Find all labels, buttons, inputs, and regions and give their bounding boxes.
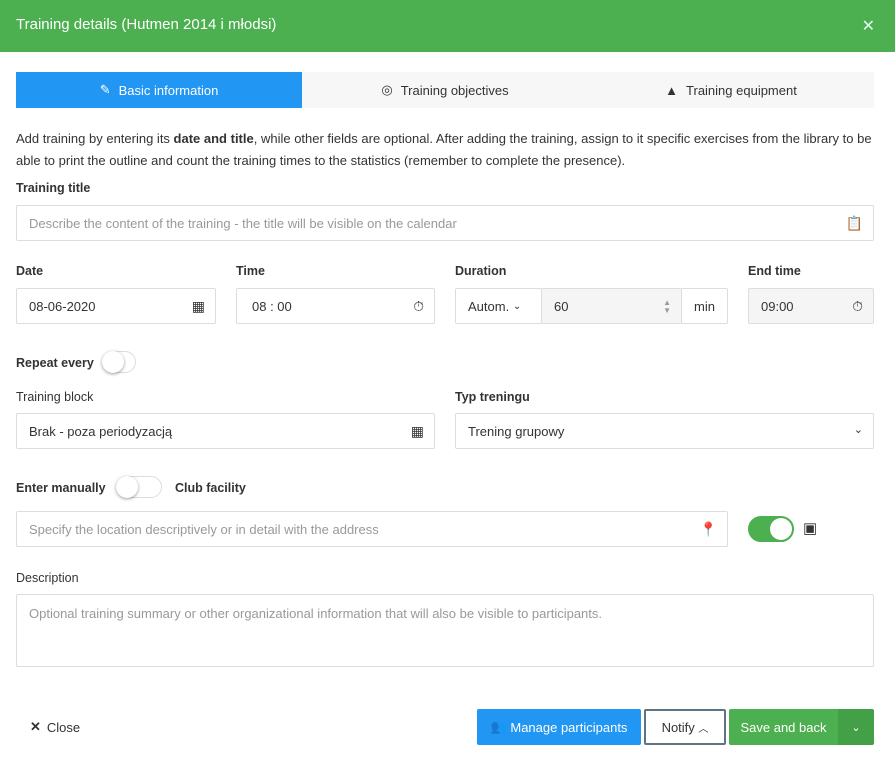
target-icon: ◎ — [381, 82, 393, 97]
duration-label: Duration — [455, 264, 507, 278]
chevron-down-icon: ⌄ — [851, 721, 861, 734]
close-icon[interactable]: ✕ — [861, 18, 875, 35]
time-input[interactable]: 08 : 00 ⏱ — [236, 288, 435, 324]
notify-button[interactable]: Notify ︿ — [644, 709, 726, 745]
chevron-down-icon: ⌄ — [512, 300, 522, 312]
save-and-back-button[interactable]: Save and back — [729, 709, 838, 745]
close-icon: ✕ — [30, 719, 41, 734]
tab-label: Training equipment — [686, 82, 797, 98]
map-marker-icon: 📍 — [699, 521, 717, 537]
training-type-select[interactable]: Trening grupowy ⌄ — [455, 413, 874, 449]
duration-input[interactable]: 60 ▲ ▼ — [541, 288, 682, 324]
spinner-arrows-icon[interactable]: ▲ ▼ — [663, 298, 671, 315]
date-input[interactable]: 08-06-2020 ▦ — [16, 288, 216, 324]
duration-mode-select[interactable]: Autom. ⌄ — [455, 288, 542, 324]
stopwatch-icon: ⏱ — [852, 298, 863, 314]
club-facility-label: Club facility — [175, 481, 246, 495]
training-title-label: Training title — [16, 181, 91, 195]
modal-header: Training details (Hutmen 2014 i młodsi) … — [0, 0, 895, 52]
repeat-toggle[interactable] — [102, 351, 136, 373]
club-facility-toggle[interactable] — [748, 516, 794, 542]
training-block-label: Training block — [16, 390, 94, 404]
end-time-input[interactable]: 09:00 ⏱ — [748, 288, 874, 324]
chevron-down-icon: ⌄ — [853, 424, 863, 436]
tab-label: Basic information — [118, 82, 219, 98]
enter-manually-toggle[interactable] — [116, 476, 162, 498]
stopwatch-icon: ⏱ — [413, 298, 424, 314]
tab-training-objectives[interactable]: ◎ Training objectives — [302, 72, 588, 108]
location-input[interactable]: Specify the location descriptively or in… — [16, 511, 728, 547]
manage-participants-button[interactable]: 👥 Manage participants — [477, 709, 641, 745]
facility-map-icon[interactable]: ▣ — [803, 520, 818, 537]
calendar-icon[interactable]: ▦ — [191, 298, 205, 314]
description-label: Description — [16, 571, 79, 585]
chevron-up-icon: ︿ — [698, 723, 709, 735]
tab-bar: ✎ Basic information ◎ Training objectives … — [16, 72, 874, 108]
cone-icon: ▲ — [665, 82, 679, 98]
tab-basic-information[interactable]: ✎ Basic information — [16, 72, 302, 108]
repeat-label: Repeat every — [16, 356, 94, 370]
edit-icon: ✎ — [99, 82, 111, 97]
calendar-icon: ▦ — [410, 423, 424, 439]
time-label: Time — [236, 264, 265, 278]
modal-title: Training details (Hutmen 2014 i młodsi) — [16, 16, 277, 33]
training-block-select[interactable]: Brak - poza periodyzacją ▦ — [16, 413, 435, 449]
tab-label: Training objectives — [400, 82, 509, 98]
intro-text: Add training by entering its date and ti… — [16, 131, 872, 168]
enter-manually-label: Enter manually — [16, 481, 106, 495]
users-icon: 👥 — [490, 719, 507, 734]
save-options-dropdown[interactable]: ⌄ — [838, 709, 874, 745]
clipboard-check-icon: 📋 — [845, 215, 863, 231]
date-label: Date — [16, 264, 44, 278]
close-button[interactable]: ✕ Close — [30, 719, 81, 735]
training-title-input[interactable]: Describe the content of the training - t… — [16, 205, 874, 241]
description-textarea[interactable]: Optional training summary or other organ… — [16, 594, 874, 667]
tab-training-equipment[interactable]: ▲ Training equipment — [588, 72, 874, 108]
training-type-label: Typ treningu — [455, 390, 530, 404]
duration-unit: min — [681, 288, 728, 324]
end-time-label: End time — [748, 264, 801, 278]
